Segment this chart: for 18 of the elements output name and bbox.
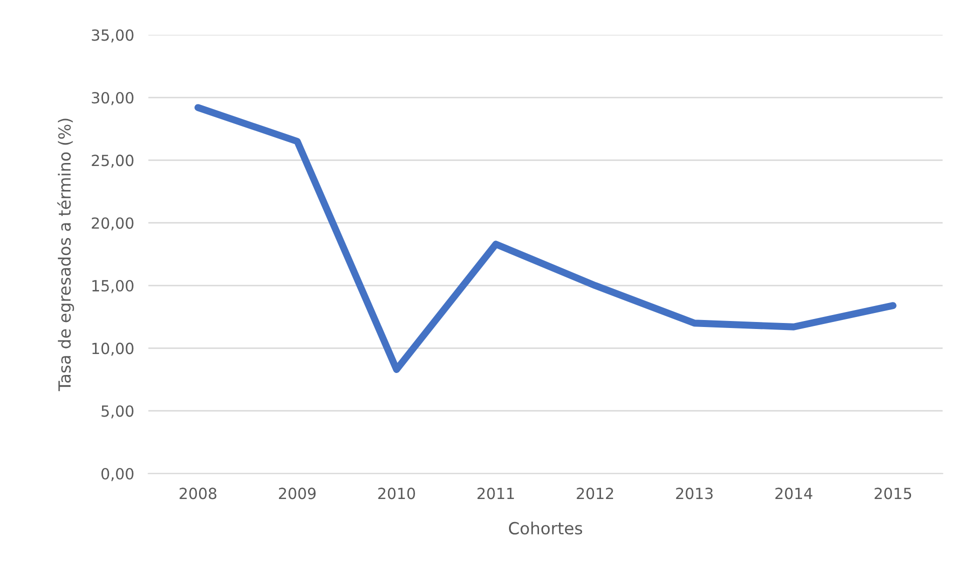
x-tick-label: 2014 <box>775 488 812 500</box>
y-tick-label: 10,00 <box>92 342 134 356</box>
y-tick-label: 35,00 <box>92 29 134 42</box>
x-tick-label: 2008 <box>180 488 216 500</box>
y-tick-label: 0,00 <box>101 468 134 482</box>
y-tick-label: 20,00 <box>92 217 134 230</box>
x-axis-title: Cohortes <box>508 522 582 535</box>
y-tick-label: 30,00 <box>92 92 134 106</box>
x-tick-label: 2015 <box>874 488 912 500</box>
x-tick-label: 2011 <box>478 488 514 500</box>
x-tick-label: 2009 <box>278 488 316 500</box>
y-axis-title: Tasa de egresados a término (%) <box>57 118 74 392</box>
x-tick-label: 2010 <box>378 488 415 500</box>
y-tick-label: 5,00 <box>102 405 134 418</box>
x-tick-label: 2013 <box>676 488 713 500</box>
x-tick-label: 2012 <box>576 488 614 500</box>
y-tick-label: 15,00 <box>92 280 134 294</box>
y-tick-label: 25,00 <box>92 154 134 168</box>
